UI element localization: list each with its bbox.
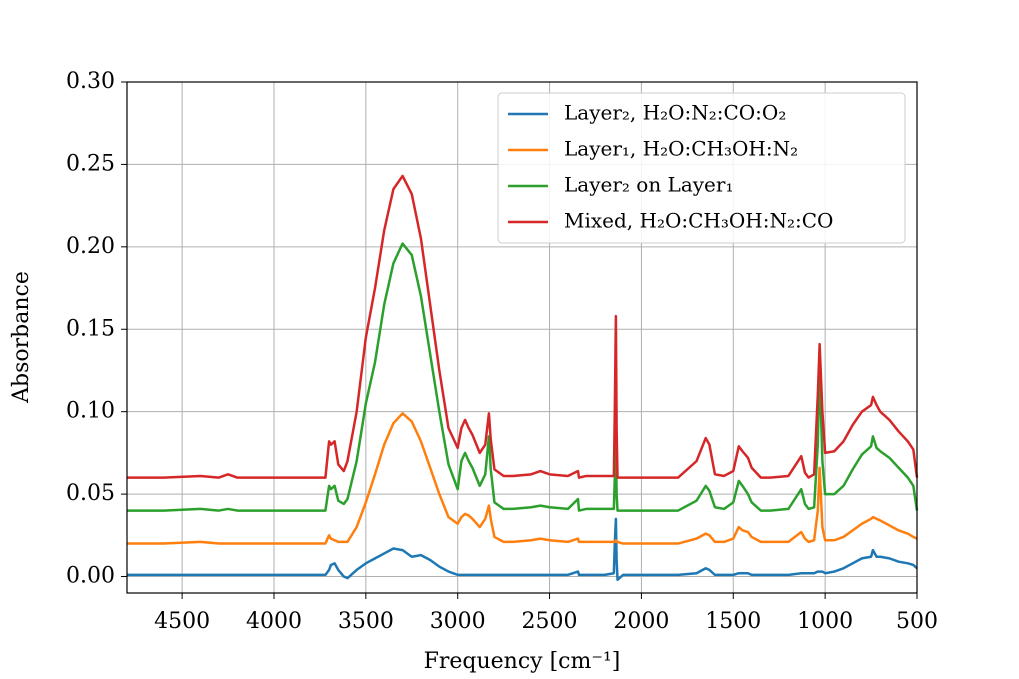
y-tick-label: 0.20	[66, 234, 115, 259]
y-tick-label: 0.30	[66, 69, 115, 94]
series-line	[127, 517, 918, 582]
x-tick-label: 2000	[613, 609, 669, 634]
x-tick-label: 1500	[705, 609, 761, 634]
y-axis-label: Absorbance	[9, 271, 34, 404]
series-line	[127, 242, 919, 512]
x-tick-label: 3500	[338, 609, 394, 634]
y-tick-label: 0.00	[66, 564, 115, 589]
legend-box	[497, 92, 906, 244]
legend-label: Layer₂, H₂O:N₂:CO:O₂	[564, 101, 786, 125]
y-tick-label: 0.05	[66, 481, 115, 506]
legend-label: Layer₂ on Layer₁	[564, 173, 733, 197]
series-line	[127, 412, 918, 545]
x-tick-label: 4500	[154, 609, 210, 634]
y-tick-label: 0.10	[66, 399, 115, 424]
plot-frame	[126, 81, 918, 594]
x-tick-label: 1000	[797, 609, 853, 634]
y-tick-label: 0.25	[66, 151, 115, 176]
series-line	[127, 174, 919, 479]
y-tick-label: 0.15	[66, 316, 115, 341]
x-axis-label: Frequency [cm⁻¹]	[424, 649, 621, 674]
legend-label: Layer₁, H₂O:CH₃OH:N₂	[564, 137, 798, 161]
x-tick-label: 4000	[246, 609, 302, 634]
x-tick-label: 3000	[430, 609, 486, 634]
x-tick-label: 2500	[522, 609, 578, 634]
x-tick-label: 500	[896, 609, 938, 634]
legend-label: Mixed, H₂O:CH₃OH:N₂:CO	[564, 209, 833, 233]
